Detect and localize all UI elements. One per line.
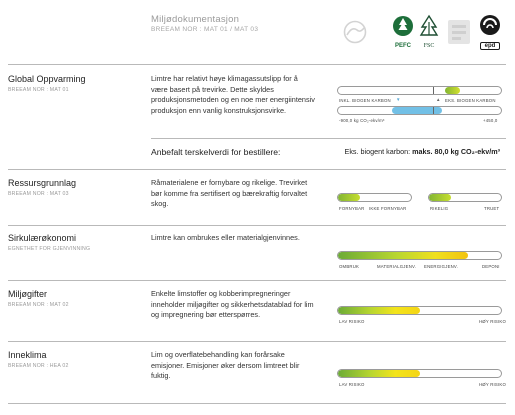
climate-bar-top-right-label: EKS. BIOGEN KARBON (445, 98, 496, 103)
climate-scale-min-label: -900,0 kg CO₂-ekv/m³ (339, 118, 385, 123)
circular-section-code: EGNETHET FOR GJENVINNING (8, 246, 91, 252)
pollutants-high-label: HØY RISIKO (479, 319, 506, 324)
indoor-section-title: Inneklima (8, 350, 47, 360)
section-divider-5 (8, 403, 506, 404)
climate-bar-top-left-label: INKL. BIOGEN KARBON (339, 98, 391, 103)
climate-bar-top (337, 86, 502, 95)
abundance-bar-fill (429, 194, 451, 201)
indoor-high-label: HØY RISIKO (479, 382, 506, 387)
fsc-logo-text: FSC (423, 43, 435, 49)
section-divider-3 (8, 280, 506, 281)
indoor-low-label: LAV RISIKO (339, 382, 365, 387)
epd-logo-icon: epd (478, 14, 502, 50)
climate-threshold-divider (151, 138, 506, 139)
climate-scale-max-label: +450,0 (483, 118, 498, 123)
abundance-right-label: TRUET (484, 206, 500, 211)
section-divider-1 (8, 169, 506, 170)
climate-bar-bottom-marker (433, 107, 434, 114)
indoor-section-code: BREEAM NOR : HEA 02 (8, 363, 69, 369)
recycling-label-energy: ENERGIGJENV. (424, 264, 458, 269)
indoor-risk-bar (337, 369, 502, 378)
renewable-bar-fill (338, 194, 360, 201)
climate-bar-top-marker (433, 87, 434, 94)
circular-section-description: Limtre kan ombrukes eller materialgjenvi… (151, 233, 300, 242)
certification-logo-icon (448, 20, 470, 44)
pefc-logo-text: PEFC (394, 43, 411, 49)
pollutants-section-title: Miljøgifter (8, 289, 48, 299)
nordic-swan-logo-icon (343, 20, 367, 44)
threshold-unit: kg CO₂-ekv/m³ (450, 147, 500, 156)
threshold-value: 80,0 (434, 147, 449, 156)
indoor-risk-bar-fill (338, 370, 420, 377)
circular-section-title: Sirkulærøkonomi (8, 233, 77, 243)
indoor-section-description: Lim og overflatebehandling kan forårsake… (151, 350, 300, 381)
section-divider-2 (8, 225, 506, 226)
pollutants-risk-bar (337, 306, 502, 315)
resources-section-description: Råmaterialene er fornybare og rikelige. … (151, 178, 308, 209)
climate-bar-bottom (337, 106, 502, 115)
document-title: Miljødokumentasjon (151, 14, 240, 25)
pollutants-low-label: LAV RISIKO (339, 319, 365, 324)
resources-section-title: Ressursgrunnlag (8, 178, 77, 188)
blue-triangle-icon: ▼ (396, 97, 401, 102)
threshold-max: maks. (412, 147, 433, 156)
threshold-prefix: Eks. biogent karbon: (344, 147, 411, 156)
document-header: Miljødokumentasjon BREEAM NOR : MAT 01 /… (0, 0, 515, 62)
recycling-label-landfill: DEPONI (482, 264, 500, 269)
document-subtitle: BREEAM NOR : MAT 01 / MAT 03 (151, 26, 259, 33)
recycling-bar (337, 251, 502, 260)
recycling-label-reuse: OMBRUK (339, 264, 360, 269)
renewable-right-label: IKKE FORNYBAR (369, 206, 407, 211)
recycling-label-material: MATERIALGJENV. (377, 264, 417, 269)
renewable-bar (337, 193, 412, 202)
pollutants-section-code: BREEAM NOR : MAT 02 (8, 302, 69, 308)
climate-section-code: BREEAM NOR : MAT 01 (8, 87, 69, 93)
pollutants-risk-bar-fill (338, 307, 420, 314)
epd-logo-text: epd (480, 42, 500, 50)
abundance-bar (428, 193, 502, 202)
threshold-value-text: Eks. biogent karbon: maks. 80,0 kg CO₂-e… (320, 147, 500, 156)
climate-section-title: Global Oppvarming (8, 74, 86, 84)
recycling-bar-fill (338, 252, 469, 259)
pefc-logo-icon: PEFC (392, 14, 414, 49)
climate-bar-top-fill (445, 87, 460, 94)
threshold-label: Anbefalt terskelverdi for bestillere: (151, 147, 281, 157)
header-divider (8, 64, 506, 65)
pollutants-section-description: Enkelte limstoffer og kobberimpregnering… (151, 289, 314, 320)
section-divider-4 (8, 341, 506, 342)
abundance-left-label: RIKELIG (430, 206, 449, 211)
climate-section-description: Limtre har relativt høye klimagassutslip… (151, 74, 315, 115)
fsc-logo-icon: FSC (418, 14, 440, 49)
resources-section-code: BREEAM NOR : MAT 03 (8, 191, 69, 197)
grey-triangle-icon: ▲ (436, 97, 441, 102)
renewable-left-label: FORNYBAR (339, 206, 365, 211)
climate-bar-bottom-fill (392, 107, 442, 114)
